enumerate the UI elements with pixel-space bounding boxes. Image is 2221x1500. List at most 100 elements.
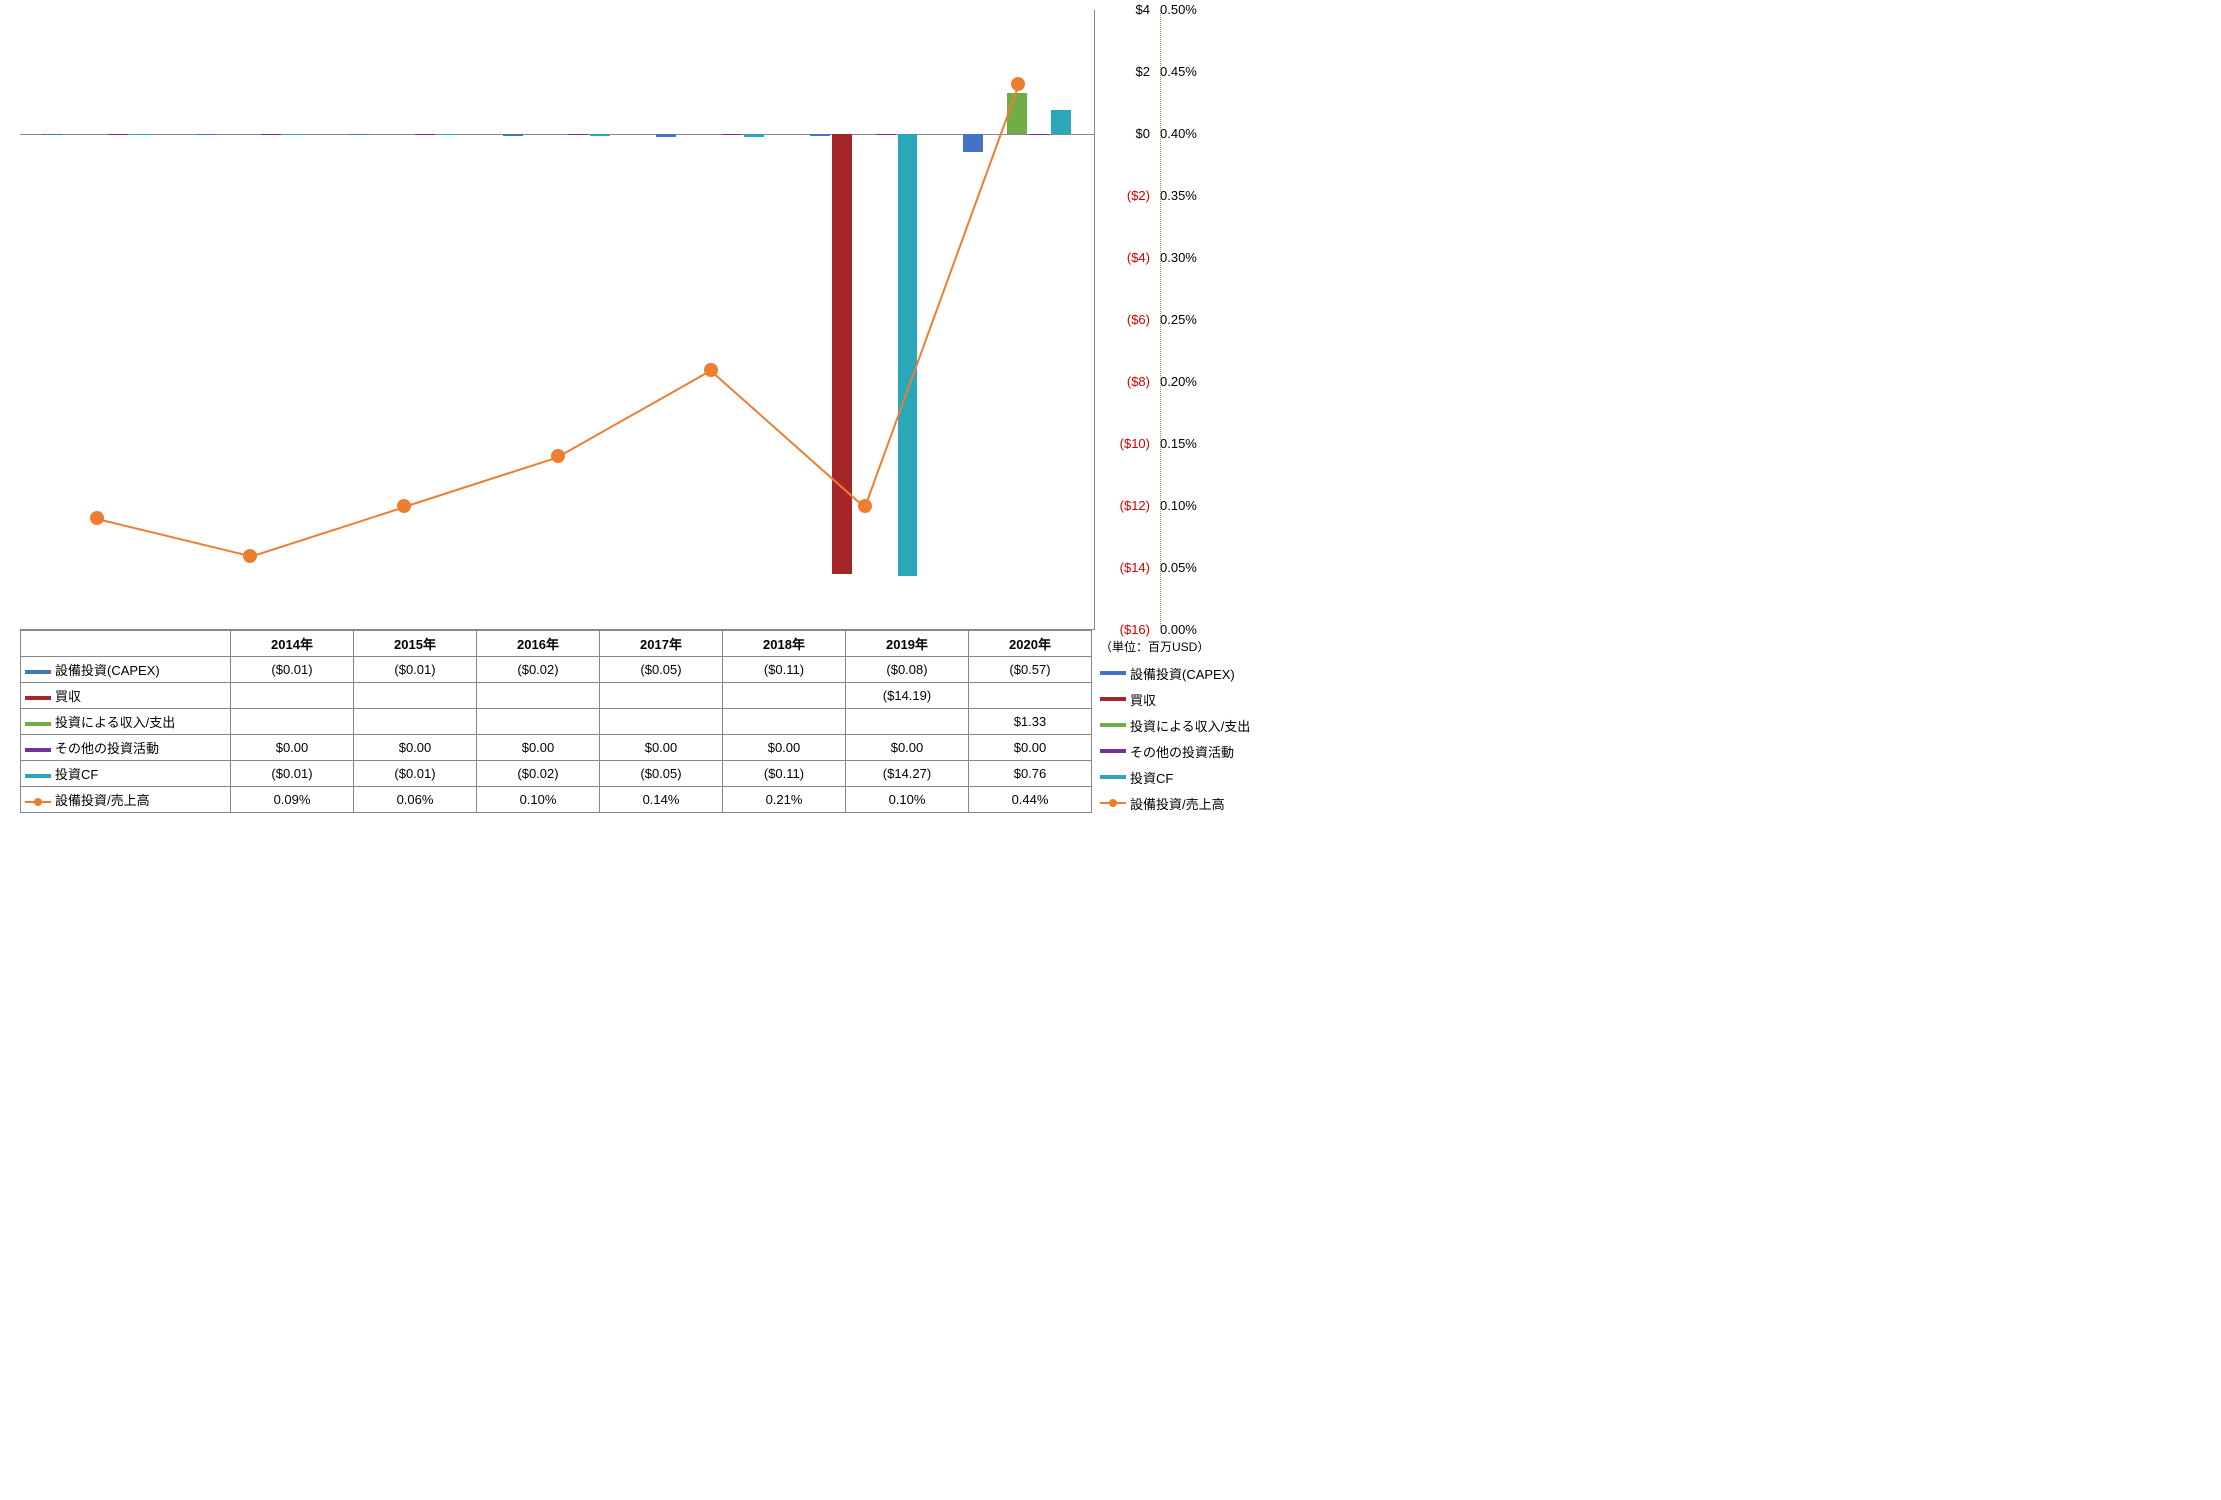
cell-other: $0.00 xyxy=(969,735,1092,761)
cell-ratio: 0.09% xyxy=(231,787,354,813)
cell-inv_io xyxy=(231,709,354,735)
row-header-ratio: 設備投資/売上高 xyxy=(21,787,231,813)
cell-ratio: 0.21% xyxy=(723,787,846,813)
row-header-inv_io: 投資による収入/支出 xyxy=(21,709,231,735)
cell-inv_cf: ($14.27) xyxy=(846,761,969,787)
y2-tick: 0.10% xyxy=(1160,498,1220,513)
y2-tick: 0.50% xyxy=(1160,2,1220,17)
cell-ratio: 0.14% xyxy=(600,787,723,813)
cell-inv_cf: ($0.02) xyxy=(477,761,600,787)
y-axis-secondary: 0.00%0.05%0.10%0.15%0.20%0.25%0.30%0.35%… xyxy=(1160,10,1220,660)
cell-other: $0.00 xyxy=(723,735,846,761)
cell-inv_io xyxy=(600,709,723,735)
y2-tick: 0.35% xyxy=(1160,188,1220,203)
cell-ratio: 0.06% xyxy=(354,787,477,813)
bar-inv_cf xyxy=(744,134,764,137)
y1-tick: ($14) xyxy=(1100,560,1150,575)
cell-acq: ($14.19) xyxy=(846,683,969,709)
data-table: 2014年2015年2016年2017年2018年2019年2020年設備投資(… xyxy=(20,630,1092,813)
year-header: 2020年 xyxy=(969,631,1092,657)
year-header: 2019年 xyxy=(846,631,969,657)
cell-capex: ($0.02) xyxy=(477,657,600,683)
bar-inv_io xyxy=(1007,93,1027,134)
plot-area xyxy=(20,10,1095,630)
bar-capex xyxy=(810,134,830,136)
y2-tick: 0.45% xyxy=(1160,64,1220,79)
bar-other xyxy=(1029,134,1049,135)
y2-tick: 0.30% xyxy=(1160,250,1220,265)
marker-ratio xyxy=(243,549,257,563)
legend-label-inv_io: 投資による収入/支出 xyxy=(1130,716,1250,735)
legend-item-other: その他の投資活動 xyxy=(1100,738,1250,764)
cell-inv_cf: ($0.01) xyxy=(231,761,354,787)
marker-ratio xyxy=(551,449,565,463)
cell-acq xyxy=(231,683,354,709)
cell-inv_cf: $0.76 xyxy=(969,761,1092,787)
cell-ratio: 0.44% xyxy=(969,787,1092,813)
y1-tick: $4 xyxy=(1100,2,1150,17)
y2-tick: 0.15% xyxy=(1160,436,1220,451)
bar-other xyxy=(415,134,435,135)
bar-capex xyxy=(656,134,676,137)
cell-other: $0.00 xyxy=(600,735,723,761)
legend-label-acq: 買収 xyxy=(1130,690,1156,709)
cell-capex: ($0.08) xyxy=(846,657,969,683)
line-ratio xyxy=(404,456,558,508)
row-header-inv_cf: 投資CF xyxy=(21,761,231,787)
legend-label-other: その他の投資活動 xyxy=(1130,742,1234,761)
year-header: 2018年 xyxy=(723,631,846,657)
bar-capex xyxy=(349,134,369,135)
y1-tick: $0 xyxy=(1100,126,1150,141)
cell-other: $0.00 xyxy=(477,735,600,761)
cell-capex: ($0.01) xyxy=(354,657,477,683)
bar-acq xyxy=(832,134,852,574)
year-header: 2017年 xyxy=(600,631,723,657)
legend-item-capex: 設備投資(CAPEX) xyxy=(1100,660,1250,686)
cell-inv_io xyxy=(846,709,969,735)
legend-label-ratio: 設備投資/売上高 xyxy=(1130,794,1225,813)
table-corner xyxy=(21,631,231,657)
legend-label-inv_cf: 投資CF xyxy=(1130,768,1173,787)
bar-inv_cf xyxy=(130,134,150,135)
bar-other xyxy=(261,134,281,135)
cell-inv_io xyxy=(723,709,846,735)
y2-tick: 0.05% xyxy=(1160,560,1220,575)
unit-label: （単位：百万USD） xyxy=(1100,638,1209,655)
y1-tick: ($2) xyxy=(1100,188,1150,203)
y2-tick: 0.20% xyxy=(1160,374,1220,389)
marker-ratio xyxy=(1011,77,1025,91)
cell-inv_cf: ($0.01) xyxy=(354,761,477,787)
cell-other: $0.00 xyxy=(231,735,354,761)
bar-capex xyxy=(503,134,523,136)
legend-label-capex: 設備投資(CAPEX) xyxy=(1130,664,1235,683)
row-header-other: その他の投資活動 xyxy=(21,735,231,761)
bar-other xyxy=(568,134,588,135)
cell-ratio: 0.10% xyxy=(477,787,600,813)
y-axis-primary: $4$2$0($2)($4)($6)($8)($10)($12)($14)($1… xyxy=(1100,10,1150,660)
bar-capex xyxy=(963,134,983,152)
bar-inv_cf xyxy=(437,134,457,135)
cell-capex: ($0.05) xyxy=(600,657,723,683)
marker-ratio xyxy=(858,499,872,513)
year-header: 2014年 xyxy=(231,631,354,657)
cell-inv_io: $1.33 xyxy=(969,709,1092,735)
cell-acq xyxy=(477,683,600,709)
line-ratio xyxy=(557,370,712,459)
y1-tick: ($10) xyxy=(1100,436,1150,451)
y2-tick: 0.00% xyxy=(1160,622,1220,637)
cell-acq xyxy=(600,683,723,709)
bar-inv_cf xyxy=(1051,110,1071,134)
y1-tick: ($16) xyxy=(1100,622,1150,637)
year-header: 2015年 xyxy=(354,631,477,657)
legend-item-inv_cf: 投資CF xyxy=(1100,764,1250,790)
line-ratio xyxy=(864,85,1019,507)
legend: 設備投資(CAPEX) 買収投資による収入/支出その他の投資活動投資CF 設備投資/… xyxy=(1100,660,1250,816)
cell-other: $0.00 xyxy=(354,735,477,761)
cell-capex: ($0.01) xyxy=(231,657,354,683)
cell-capex: ($0.11) xyxy=(723,657,846,683)
bar-capex xyxy=(42,134,62,135)
cell-capex: ($0.57) xyxy=(969,657,1092,683)
bar-inv_cf xyxy=(590,134,610,136)
marker-ratio xyxy=(90,511,104,525)
legend-item-acq: 買収 xyxy=(1100,686,1250,712)
